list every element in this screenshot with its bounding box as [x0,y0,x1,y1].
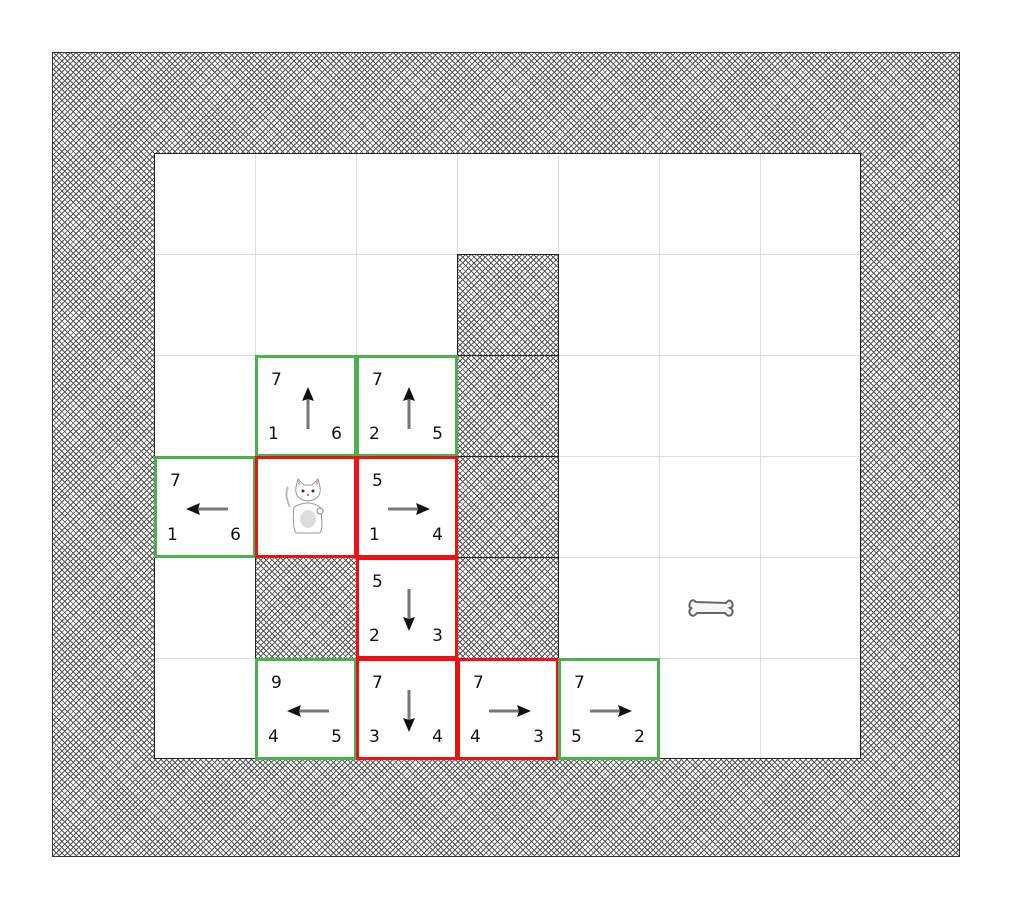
g-score: 4 [268,727,279,747]
open-cell[interactable]: 7 1 6 [154,456,256,558]
pathfinding-grid: 7 1 6 7 2 5 7 1 6 5 1 4 5 2 3 9 4 5 7 3 4 7 4 3 7 5 2 [154,153,861,760]
h-score: 5 [432,424,443,444]
open-cell[interactable]: 7 5 2 [558,658,660,760]
h-score: 3 [533,727,544,747]
g-score: 2 [369,424,380,444]
closed-cell[interactable]: 5 2 3 [356,557,458,659]
h-score: 4 [432,525,443,545]
bone-icon [688,598,734,618]
h-score: 2 [634,727,645,747]
arrow-up-icon [302,387,314,429]
open-cell[interactable]: 7 1 6 [255,355,357,457]
arrow-left-icon [287,705,329,717]
h-score: 3 [432,626,443,646]
closed-cell[interactable]: 7 3 4 [356,658,458,760]
h-score: 5 [331,727,342,747]
wall-cell[interactable] [457,456,559,558]
g-score: 5 [571,727,582,747]
arrow-right-icon [388,503,430,515]
open-cell[interactable]: 9 4 5 [255,658,357,760]
closed-cell[interactable]: 7 4 3 [457,658,559,760]
wall-cell[interactable] [457,557,559,659]
f-score: 7 [473,673,484,693]
arrow-down-icon [403,589,415,631]
open-cell[interactable]: 7 2 5 [356,355,458,457]
f-score: 7 [574,673,585,693]
closed-cell[interactable]: 5 1 4 [356,456,458,558]
f-score: 7 [271,370,282,390]
closed-cell[interactable] [255,456,357,558]
g-score: 3 [369,727,380,747]
f-score: 5 [372,572,383,592]
f-score: 7 [170,471,181,491]
wall-cell[interactable] [457,254,559,356]
f-score: 7 [372,673,383,693]
f-score: 9 [271,673,282,693]
cat-icon [280,477,336,537]
g-score: 2 [369,626,380,646]
arrow-right-icon [590,705,632,717]
h-score: 6 [331,424,342,444]
g-score: 1 [167,525,178,545]
h-score: 6 [230,525,241,545]
arrow-down-icon [403,690,415,732]
arrow-right-icon [489,705,531,717]
h-score: 4 [432,727,443,747]
wall-cell[interactable] [457,355,559,457]
arrow-up-icon [403,387,415,429]
wall-cell[interactable] [255,557,357,659]
f-score: 5 [372,471,383,491]
g-score: 1 [268,424,279,444]
g-score: 1 [369,525,380,545]
g-score: 4 [470,727,481,747]
arrow-left-icon [186,503,228,515]
f-score: 7 [372,370,383,390]
